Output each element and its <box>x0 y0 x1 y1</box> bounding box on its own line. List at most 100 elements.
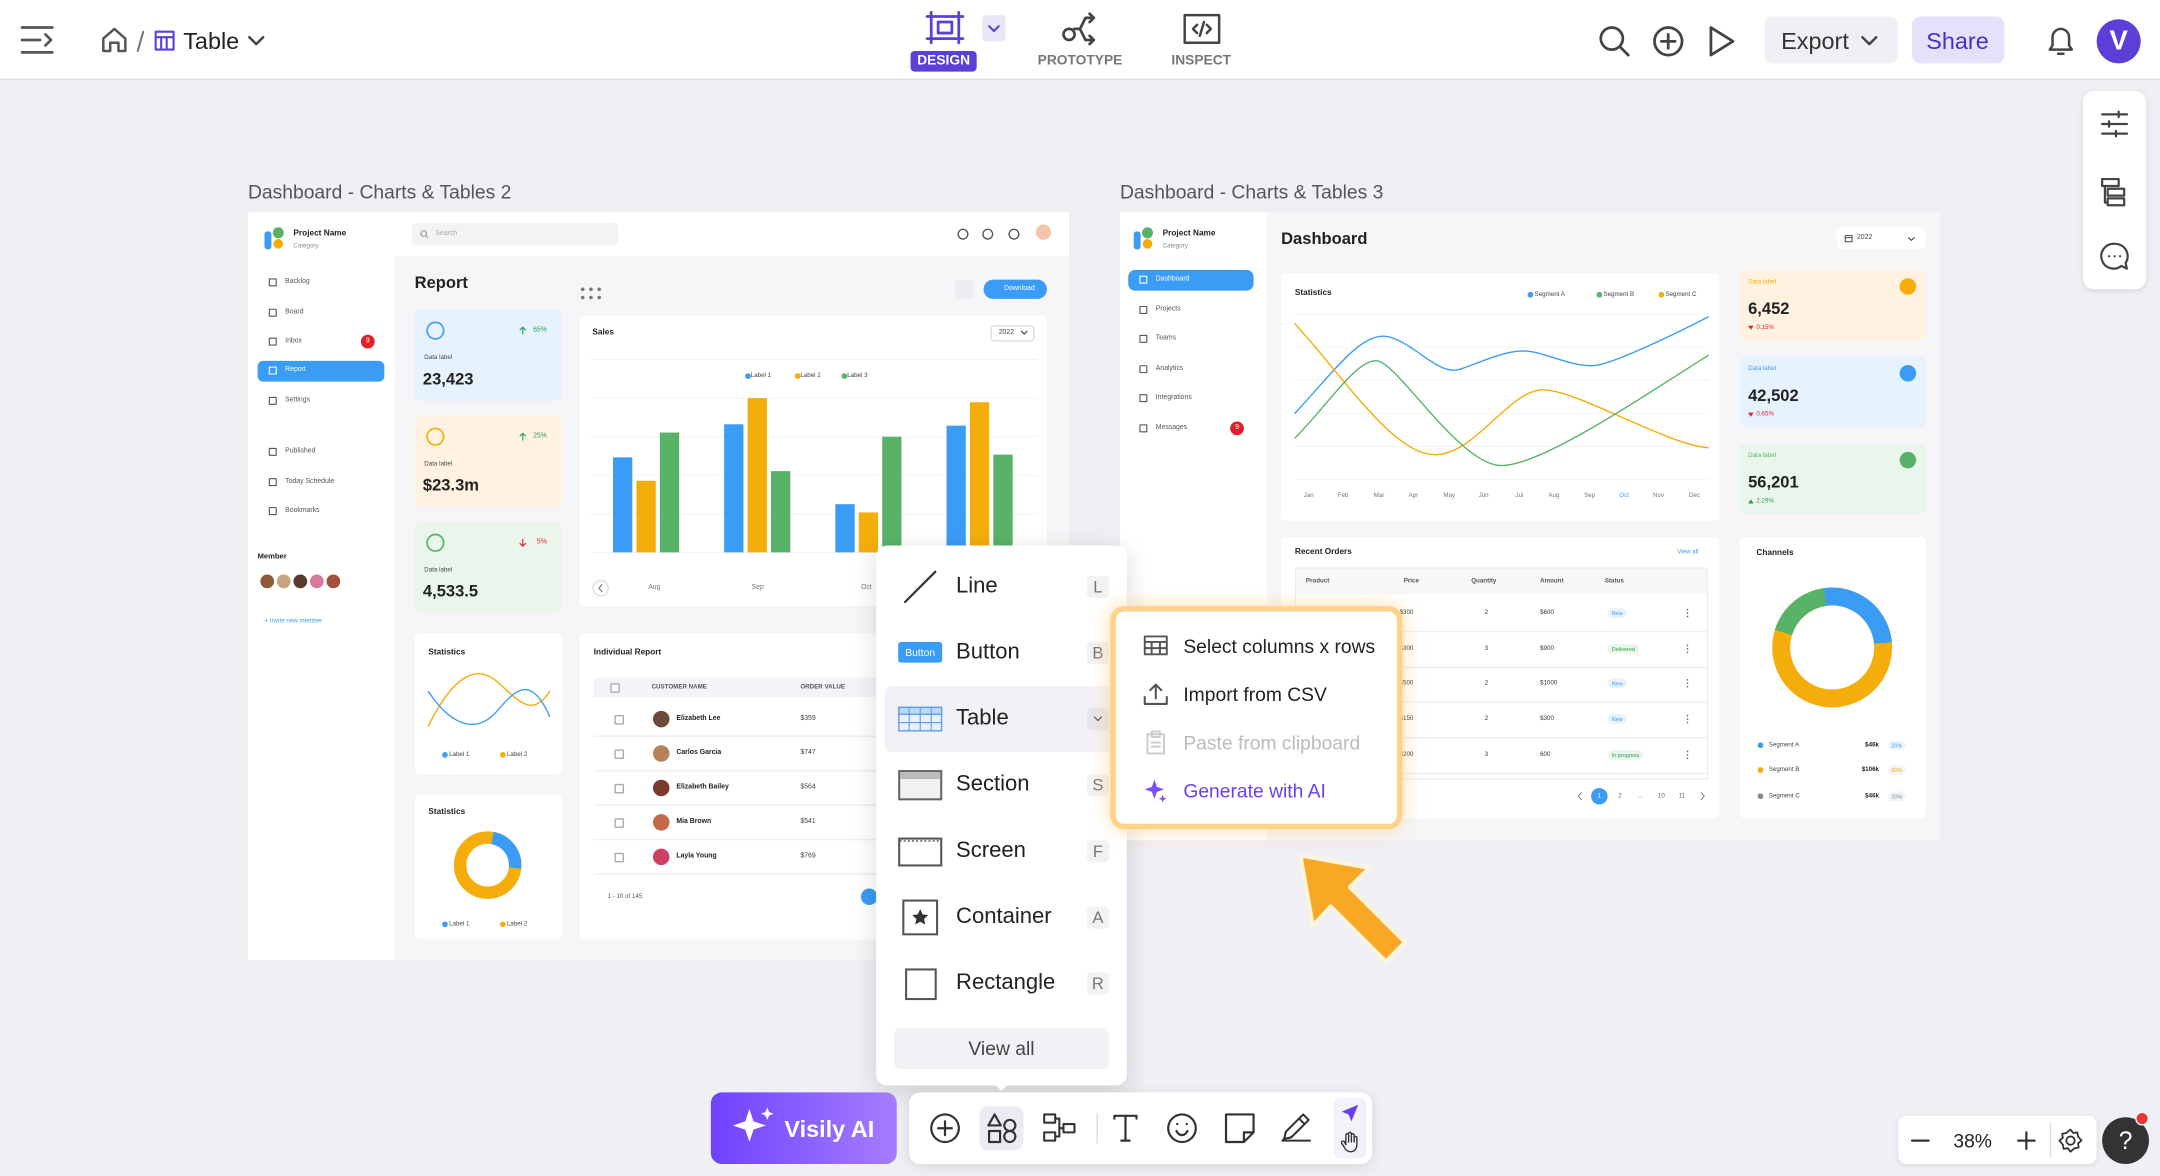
menu-item[interactable]: Rectangle <box>956 971 1056 995</box>
page-label[interactable]: 1 <box>1597 791 1602 799</box>
nav-item[interactable]: Report <box>285 365 306 375</box>
icon-part <box>1139 365 1148 374</box>
rectangle-icon <box>905 968 937 1001</box>
tool-active[interactable] <box>979 1106 1024 1151</box>
frame-title[interactable]: Dashboard - Charts & Tables 3 <box>1119 180 1384 203</box>
menu-item[interactable]: Section <box>956 772 1030 797</box>
label: 1 - 10 of 145 <box>607 892 643 900</box>
menu-item[interactable]: Button <box>956 640 1020 664</box>
line-graphic <box>1294 313 1709 480</box>
nav-item[interactable]: Inbox <box>285 336 303 346</box>
submenu-toggle[interactable] <box>1086 708 1109 731</box>
icon-part <box>1748 325 1754 330</box>
icon-part <box>1686 651 1689 654</box>
icon-part <box>597 295 602 300</box>
percent-pill: 20% <box>1887 791 1906 802</box>
menu-item[interactable]: Table <box>956 706 1009 731</box>
frame-title[interactable]: Dashboard - Charts & Tables 2 <box>247 180 512 203</box>
checkbox[interactable] <box>610 683 620 693</box>
share-button[interactable] <box>1912 16 2005 64</box>
button-label[interactable]: Export <box>1781 28 1849 55</box>
nav-item[interactable]: Messages <box>1155 423 1188 432</box>
icon-part <box>580 287 585 292</box>
label: $541 <box>800 817 816 826</box>
nav-item[interactable]: Dashboard <box>1155 274 1190 284</box>
page-label[interactable]: 2 <box>1618 791 1622 799</box>
nav-item[interactable]: Projects <box>1155 305 1181 314</box>
logo <box>1133 227 1154 250</box>
checkbox[interactable] <box>614 852 625 862</box>
nav-item[interactable]: Published <box>285 447 316 456</box>
icon-part <box>154 30 175 51</box>
nav-item[interactable]: Teams <box>1155 334 1177 343</box>
nav-item[interactable]: Board <box>285 307 304 317</box>
page-label[interactable]: ... <box>1638 791 1644 799</box>
nav-item[interactable]: Analytics <box>1155 364 1184 373</box>
chevron <box>1700 792 1705 801</box>
button-label[interactable]: Visily AI <box>784 1116 875 1143</box>
nav-item[interactable]: Settings <box>285 396 311 405</box>
tool-text <box>1113 1114 1138 1142</box>
button-label[interactable]: Download <box>1004 284 1035 293</box>
tab[interactable]: INSPECT <box>1171 53 1232 69</box>
menu-item[interactable]: Screen <box>956 838 1026 863</box>
icon-part <box>1686 757 1689 760</box>
nav-active[interactable] <box>1128 270 1254 291</box>
stat-icon <box>1899 451 1917 469</box>
page-current[interactable] <box>860 888 878 906</box>
tool-group[interactable] <box>1333 1097 1367 1159</box>
dropdown[interactable] <box>982 15 1006 42</box>
avatar-label[interactable]: V <box>2109 26 2128 57</box>
nav-item[interactable]: Backlog <box>285 277 310 286</box>
zoom-level[interactable]: 38% <box>1953 1129 1992 1152</box>
page-label[interactable]: 10 <box>1657 791 1665 799</box>
link[interactable]: + Invite new member <box>264 616 323 624</box>
nav-item[interactable]: Bookmarks <box>285 506 320 515</box>
shortcut-label: L <box>1093 577 1103 597</box>
nav-item[interactable]: Integrations <box>1155 393 1192 402</box>
download-button[interactable] <box>983 279 1047 299</box>
icon-button[interactable] <box>954 279 974 299</box>
submenu-item[interactable]: Generate with AI <box>1183 779 1326 802</box>
checkbox[interactable] <box>614 748 625 759</box>
page-current[interactable] <box>1591 787 1608 805</box>
submenu-item[interactable]: Import from CSV <box>1183 683 1327 706</box>
year-select[interactable] <box>990 325 1035 342</box>
menu-item[interactable]: Container <box>956 905 1052 929</box>
nav-item[interactable]: Today Schedule <box>285 477 335 486</box>
stat-card <box>1739 443 1926 514</box>
label: Data label <box>424 459 453 467</box>
checkbox[interactable] <box>614 714 625 724</box>
icon-part <box>1686 647 1689 650</box>
page-label[interactable]: 11 <box>1678 791 1686 799</box>
tab-active[interactable] <box>910 50 977 72</box>
pager[interactable] <box>592 579 609 597</box>
tab[interactable]: DESIGN <box>917 53 971 69</box>
help-label[interactable]: ? <box>2118 1126 2133 1155</box>
year-select[interactable] <box>1836 227 1926 250</box>
icon-part <box>1686 685 1689 688</box>
submenu-item[interactable]: Paste from clipboard <box>1183 731 1361 754</box>
button-label[interactable]: View all <box>968 1037 1035 1060</box>
checkbox[interactable] <box>614 783 625 793</box>
breadcrumb[interactable]: Table <box>183 28 240 55</box>
axis-label: Apr <box>1408 491 1419 499</box>
checkbox[interactable] <box>614 817 625 828</box>
column-header: Status <box>1604 576 1624 584</box>
button-label[interactable]: Share <box>1926 28 1989 55</box>
nav-active[interactable] <box>257 360 385 382</box>
tab[interactable]: PROTOTYPE <box>1037 53 1123 69</box>
icon-part <box>993 1082 1010 1092</box>
trend-icon <box>1748 499 1754 504</box>
icon-part <box>1158 794 1167 803</box>
view-all-button[interactable] <box>894 1027 1109 1069</box>
submenu-item[interactable]: Select columns x rows <box>1183 635 1376 658</box>
export-button[interactable] <box>1764 16 1899 64</box>
link[interactable]: View all <box>1677 547 1699 555</box>
search-icon <box>1599 26 1630 57</box>
member-avatar <box>325 573 342 590</box>
tool-flow <box>1043 1113 1076 1142</box>
avatar[interactable] <box>2096 19 2141 64</box>
shortcut-label: S <box>1092 775 1104 795</box>
menu-item[interactable]: Line <box>956 574 998 598</box>
